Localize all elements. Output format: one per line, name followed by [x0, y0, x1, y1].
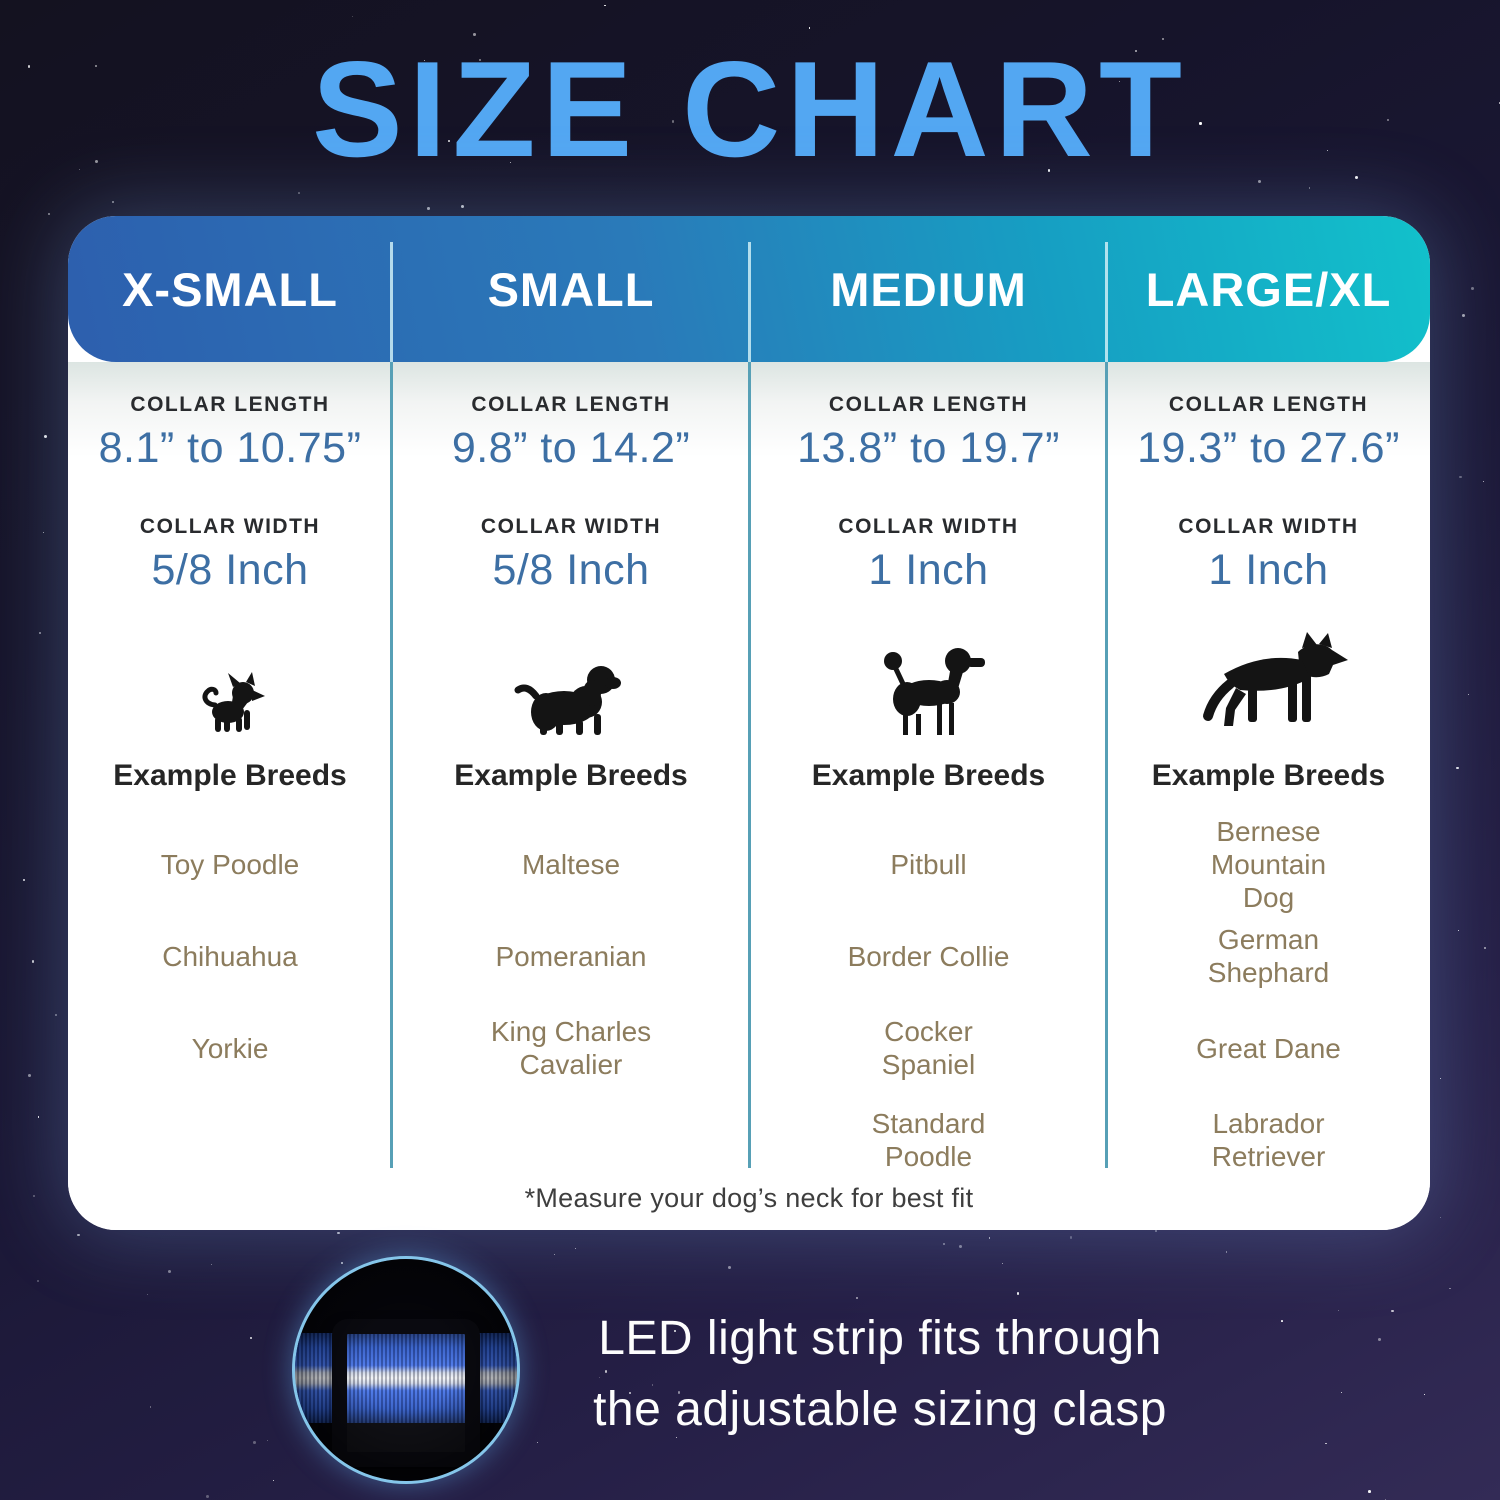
- header-medium: MEDIUM: [830, 262, 1027, 316]
- size-chart-card: X-SMALL SMALL MEDIUM LARGE/XL COLLAR LEN…: [68, 216, 1430, 1230]
- dog-icon-box: [1190, 620, 1348, 736]
- size-chart-body: COLLAR LENGTH 8.1” to 10.75” COLLAR WIDT…: [68, 362, 1430, 1230]
- collar-width-value: 5/8 Inch: [492, 545, 650, 594]
- breed-list: Toy Poodle Chihuahua Yorkie: [145, 818, 315, 1094]
- breed-list: Bernese Mountain Dog German Shephard Gre…: [1184, 815, 1354, 1186]
- collar-width-label: COLLAR WIDTH: [480, 515, 662, 538]
- column-small: COLLAR LENGTH 9.8” to 14.2” COLLAR WIDTH…: [392, 362, 750, 1230]
- column-x-small: COLLAR LENGTH 8.1” to 10.75” COLLAR WIDT…: [68, 362, 392, 1230]
- header-x-small: X-SMALL: [122, 262, 338, 316]
- breed-item: German Shephard: [1207, 924, 1330, 988]
- breed-item: Pitbull: [890, 848, 967, 880]
- led-caption-line1: LED light strip fits through: [598, 1312, 1162, 1365]
- photo-vignette: [295, 1259, 517, 1481]
- breed-item: Pomeranian: [495, 940, 647, 972]
- column-divider: [390, 362, 393, 1168]
- collar-width-label: COLLAR WIDTH: [139, 515, 321, 538]
- breed-list: Pitbull Border Collie Cocker Spaniel Sta…: [844, 818, 1014, 1186]
- breed-item: Bernese Mountain Dog: [1210, 815, 1327, 913]
- breed-item: Yorkie: [191, 1032, 269, 1064]
- breed-item: Standard Poodle: [871, 1108, 986, 1172]
- collar-length-label: COLLAR LENGTH: [130, 393, 330, 416]
- example-breeds-label: Example Breeds: [811, 759, 1046, 792]
- example-breeds-label: Example Breeds: [113, 759, 347, 792]
- column-divider: [1105, 362, 1108, 1168]
- collar-length-value: 9.8” to 14.2”: [451, 423, 691, 472]
- collar-length-label: COLLAR LENGTH: [1168, 393, 1369, 416]
- german-shepherd-icon: [1202, 632, 1348, 726]
- header-divider: [748, 242, 751, 362]
- header-divider: [1105, 242, 1108, 362]
- collar-width-value: 5/8 Inch: [151, 545, 309, 594]
- dog-icon-box: [514, 620, 629, 736]
- collar-clasp-photo: [292, 1256, 520, 1484]
- collar-width-value: 1 Inch: [1208, 545, 1329, 594]
- breed-item: Border Collie: [847, 940, 1010, 972]
- led-caption-line2: the adjustable sizing clasp: [593, 1383, 1167, 1436]
- breed-item: Great Dane: [1196, 1032, 1341, 1064]
- collar-width-label: COLLAR WIDTH: [838, 515, 1019, 538]
- measure-footnote: *Measure your dog’s neck for best fit: [524, 1183, 974, 1213]
- page-title: SIZE CHART: [312, 33, 1188, 185]
- dog-icon-box: [873, 620, 985, 736]
- header-divider: [390, 242, 393, 362]
- size-chart-header-row: X-SMALL SMALL MEDIUM LARGE/XL: [68, 216, 1430, 362]
- breed-list: Maltese Pomeranian King Charles Cavalier: [486, 818, 656, 1094]
- led-caption: LED light strip fits through the adjusta…: [535, 1303, 1225, 1445]
- cavalier-spaniel-icon: [514, 666, 621, 735]
- breed-item: Chihuahua: [162, 940, 298, 972]
- collar-length-value: 13.8” to 19.7”: [797, 423, 1060, 472]
- collar-length-value: 19.3” to 27.6”: [1137, 423, 1400, 472]
- poodle-icon: [883, 648, 985, 735]
- breed-item: Labrador Retriever: [1211, 1108, 1326, 1172]
- column-medium: COLLAR LENGTH 13.8” to 19.7” COLLAR WIDT…: [750, 362, 1107, 1230]
- breed-item: Maltese: [521, 848, 621, 880]
- example-breeds-label: Example Breeds: [1151, 759, 1386, 792]
- dog-icon-box: [195, 620, 265, 736]
- chihuahua-icon: [202, 672, 265, 732]
- collar-length-value: 8.1” to 10.75”: [98, 423, 362, 472]
- header-large-xl: LARGE/XL: [1145, 262, 1392, 316]
- breed-item: Toy Poodle: [160, 848, 300, 880]
- collar-length-label: COLLAR LENGTH: [471, 393, 671, 416]
- example-breeds-label: Example Breeds: [454, 759, 688, 792]
- column-large-xl: COLLAR LENGTH 19.3” to 27.6” COLLAR WIDT…: [1107, 362, 1430, 1230]
- collar-length-label: COLLAR LENGTH: [828, 393, 1029, 416]
- collar-width-value: 1 Inch: [868, 545, 989, 594]
- header-small: SMALL: [487, 262, 655, 316]
- column-divider: [748, 362, 751, 1168]
- breed-item: Cocker Spaniel: [881, 1016, 976, 1080]
- collar-width-label: COLLAR WIDTH: [1178, 515, 1359, 538]
- breed-item: King Charles Cavalier: [490, 1016, 652, 1080]
